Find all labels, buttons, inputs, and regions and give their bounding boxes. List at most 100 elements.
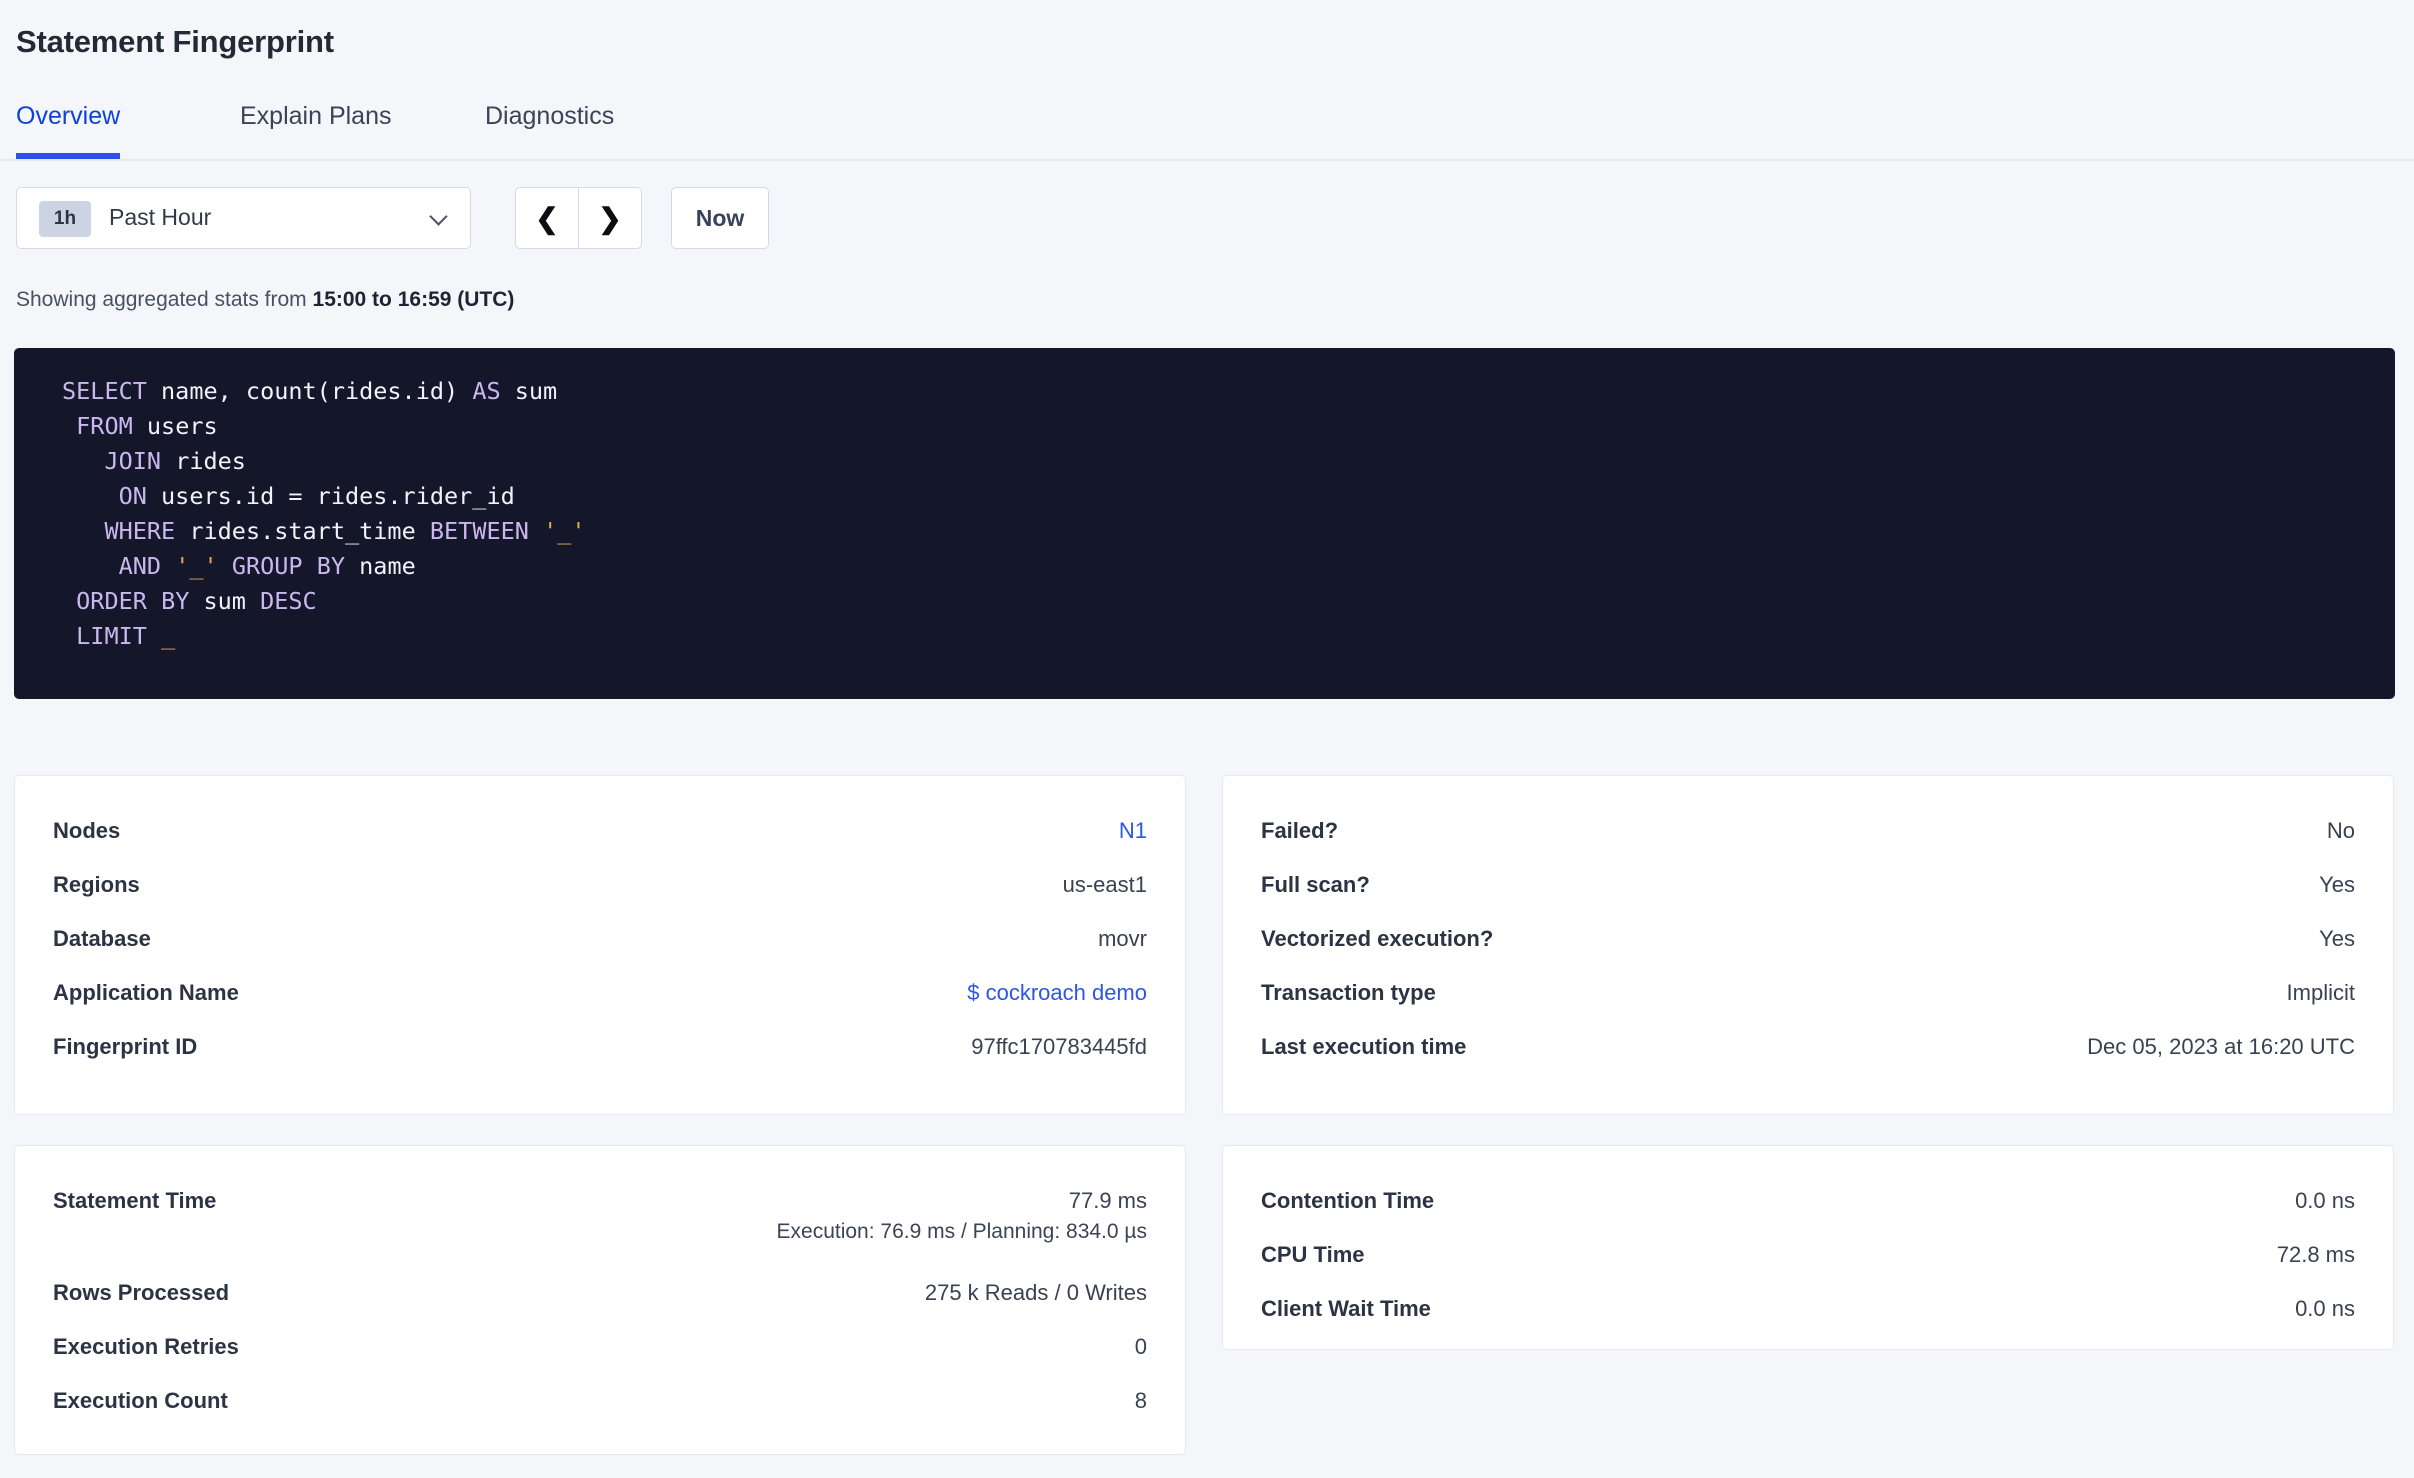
detail-row-label: Execution Retries <box>53 1334 239 1359</box>
aggregation-range-text: Showing aggregated stats from 15:00 to 1… <box>16 288 514 312</box>
sql-token: SELECT <box>62 377 147 405</box>
detail-row-value: 72.8 ms <box>2276 1242 2355 1267</box>
next-range-button[interactable]: ❯ <box>578 188 641 248</box>
detail-row-value: Dec 05, 2023 at 16:20 UTC <box>2087 1034 2355 1059</box>
detail-row-value-group: $ cockroach demo <box>967 980 1147 1006</box>
detail-row-value: 0 <box>1134 1334 1147 1359</box>
execution-rows: Failed? No Full scan? Yes Vectorized executi… <box>1261 818 2355 1088</box>
sql-token: FROM <box>76 412 133 440</box>
detail-row-value-group: 77.9 ms Execution: 76.9 ms / Planning: 83… <box>777 1188 1147 1244</box>
detail-row-label: Client Wait Time <box>1261 1296 1431 1321</box>
detail-row-subvalue: Execution: 76.9 ms / Planning: 834.0 µs <box>776 1220 1147 1243</box>
detail-row-value: 8 <box>1134 1388 1147 1413</box>
sql-token: AND <box>118 552 162 580</box>
tab-bar: Overview Explain Plans Diagnostics <box>0 96 2414 161</box>
detail-row-value: Yes <box>2319 926 2355 951</box>
detail-row-label: Statement Time <box>53 1188 217 1213</box>
detail-row-label: CPU Time <box>1261 1242 1365 1267</box>
timing-stats-rows: Contention Time 0.0 ns CPU Time 72.8 ms Clie… <box>1261 1188 2355 1350</box>
detail-row: CPU Time 72.8 ms <box>1261 1242 2355 1296</box>
sql-token: ON <box>118 482 147 510</box>
tab-diagnostics[interactable]: Diagnostics <box>485 102 615 130</box>
sql-token: name <box>345 552 416 580</box>
sql-token: JOIN <box>104 447 162 475</box>
detail-row-link[interactable]: N1 <box>1118 818 1147 843</box>
detail-row-value: 275 k Reads / 0 Writes <box>924 1280 1147 1305</box>
sql-token: name, count(rides.id) <box>146 377 473 405</box>
detail-row-label: Rows Processed <box>53 1280 230 1305</box>
sql-token <box>62 517 104 545</box>
overview-rows: Nodes N1 Regions us-east1 Database movr Applic… <box>53 818 1147 1088</box>
sql-token: rides.start_time <box>175 517 430 545</box>
sql-token <box>218 552 232 580</box>
now-button[interactable]: Now <box>671 187 769 249</box>
detail-row: Vectorized execution? Yes <box>1261 926 2355 980</box>
sql-token: AS <box>472 377 501 405</box>
detail-row-value: Yes <box>2319 872 2355 897</box>
detail-row-value-group: movr <box>1098 926 1147 952</box>
detail-row-value: 77.9 ms <box>1068 1188 1147 1213</box>
sql-token: WHERE <box>104 517 176 545</box>
sql-token: DESC <box>260 587 317 615</box>
sql-token: GROUP BY <box>231 552 345 580</box>
detail-row-value-group: us-east1 <box>1063 872 1147 898</box>
sql-token: sum <box>500 377 558 405</box>
time-range-select[interactable]: 1h Past Hour <box>16 187 471 249</box>
sql-line: WHERE rides.start_time BETWEEN '_' <box>62 514 2395 549</box>
tab-explain-plans[interactable]: Explain Plans <box>240 102 392 130</box>
detail-row-value-group: No <box>2327 818 2355 844</box>
detail-row: Contention Time 0.0 ns <box>1261 1188 2355 1242</box>
detail-row-value-group: 72.8 ms <box>2277 1242 2355 1268</box>
sql-token: BY <box>161 587 190 615</box>
detail-row-value-group: 0.0 ns <box>2295 1296 2355 1322</box>
detail-row-link[interactable]: $ cockroach demo <box>967 980 1147 1005</box>
detail-row-label: Vectorized execution? <box>1261 926 1494 951</box>
detail-row-label: Fingerprint ID <box>53 1034 198 1059</box>
detail-row-value: us-east1 <box>1062 872 1147 897</box>
detail-row-value-group: 97ffc170783445fd <box>971 1034 1147 1060</box>
sql-token: '_' <box>175 552 218 580</box>
sql-token: rides <box>161 447 246 475</box>
sql-statement-code: SELECT name, count(rides.id) AS sum FROM… <box>14 348 2395 699</box>
sql-token <box>62 622 76 650</box>
detail-row-label: Full scan? <box>1261 872 1370 897</box>
detail-row-value: 0.0 ns <box>2295 1188 2355 1213</box>
detail-row-value-group: Yes <box>2319 926 2355 952</box>
detail-row: Database movr <box>53 926 1147 980</box>
sql-token <box>62 447 104 475</box>
sql-token: LIMIT <box>76 622 147 650</box>
detail-row: Rows Processed 275 k Reads / 0 Writes <box>53 1280 1147 1334</box>
sql-token <box>161 552 175 580</box>
detail-row-label: Execution Count <box>53 1388 228 1413</box>
detail-row-label: Contention Time <box>1261 1188 1435 1213</box>
detail-row: Transaction type Implicit <box>1261 980 2355 1034</box>
detail-row: Fingerprint ID 97ffc170783445fd <box>53 1034 1147 1088</box>
sql-token <box>529 517 543 545</box>
sql-line: JOIN rides <box>62 444 2395 479</box>
sql-line: SELECT name, count(rides.id) AS sum <box>62 374 2395 409</box>
detail-row: Execution Retries 0 <box>53 1334 1147 1388</box>
detail-row-label: Database <box>53 926 151 951</box>
sql-line: AND '_' GROUP BY name <box>62 549 2395 584</box>
detail-row-label: Transaction type <box>1261 980 1436 1005</box>
execution-details-card: Failed? No Full scan? Yes Vectorized executi… <box>1222 775 2394 1115</box>
detail-row: Failed? No <box>1261 818 2355 872</box>
aggregation-prefix: Showing aggregated stats from <box>16 288 313 311</box>
detail-row-value-group: N1 <box>1119 818 1147 844</box>
detail-row: Client Wait Time 0.0 ns <box>1261 1296 2355 1350</box>
sql-token: ORDER <box>76 587 147 615</box>
overview-details-card: Nodes N1 Regions us-east1 Database movr Applic… <box>14 775 1186 1115</box>
detail-row-value-group: Dec 05, 2023 at 16:20 UTC <box>2087 1034 2355 1060</box>
detail-row-value: 0.0 ns <box>2295 1296 2355 1321</box>
previous-range-button[interactable]: ❮ <box>535 202 559 234</box>
sql-token <box>62 587 76 615</box>
detail-row-value: Implicit <box>2286 980 2355 1005</box>
sql-token: sum <box>189 587 261 615</box>
sql-line: FROM users <box>62 409 2395 444</box>
sql-token: BETWEEN <box>429 517 529 545</box>
detail-row-value-group: 275 k Reads / 0 Writes <box>925 1280 1147 1306</box>
detail-row: Full scan? Yes <box>1261 872 2355 926</box>
tab-overview[interactable]: Overview <box>16 102 121 159</box>
detail-row-label: Failed? <box>1261 818 1339 843</box>
